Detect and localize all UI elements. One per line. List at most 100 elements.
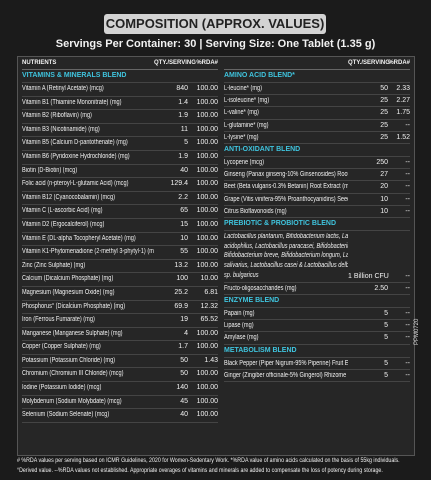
table-row: Iodine (Potassium Iodide) (mcg) 140 100.00 [22,382,218,396]
nutrient: Phosphorus° (Dicalcium Phosphate) (mg) [22,302,126,310]
rda: 1.75 [396,109,410,117]
table-row: Vitamin B12 (Cyanocobalamin) (mcg) 2.2 100… [22,192,218,206]
nutrient: Vitamin K1-Phytomenadione (2-methyl 3-ph… [22,248,154,256]
nutrient-cell: Iron (Ferrous Fumarate) (mg) [22,314,154,327]
quantity: 250 [376,158,388,166]
nutrient-cell: Grape (Vitis vinifera-95% Proanthocyanid… [224,194,348,205]
nutrient-cell: Vitamin B5 (Calcium D-pantothenate) (mg) [22,137,154,150]
nutrient: Amylase (mg) [224,334,259,342]
table-row: Calcium (Dicalcium Phosphate) (mg) 100 10.… [22,273,218,287]
quantity: 65 [180,207,188,215]
rda: -- [405,284,410,292]
nutrient: Molybdenum (Sodium Molybdate) (mcg) [22,397,122,405]
nutrient-cell: Vitamin E (DL-alpha Tocopheryl Acetate) … [22,233,154,246]
nutrient-cell: Fructo-oligosaccharides (mg) [224,283,348,294]
quantity: 45 [180,397,188,405]
nutrient: Vitamin B6 (Pyridoxine Hydrochloride) (m… [22,152,130,160]
rda: 6.81 [204,288,218,296]
nutrient-cell: Vitamin C (L-ascorbic Acid) (mg) [22,205,154,218]
quantity: 10 [380,195,388,203]
nutrient-cell: Papain (mg) [224,308,348,319]
quantity: 140 [176,384,188,392]
quantity: 5 [384,334,388,342]
nutrient: Ginger (Zingiber officinale-5% Gingerol)… [224,371,348,379]
section-title: VITAMINS & MINERALS BLEND [22,70,218,83]
left-column: NUTRIENTS QTY./SERVING %RDA# VITAMINS & MIN… [22,57,218,423]
code: PPM0720 [414,318,420,345]
nutrient-cell: Vitamin B12 (Cyanocobalamin) (mcg) [22,192,154,205]
table-row: Vitamin B3 (Nicotinamide) (mg) 11 100.00 [22,124,218,138]
table-row: Black Pepper (Piper Nigrum-95% Piperine)… [224,358,410,370]
nutrient: Vitamin C (L-ascorbic Acid) (mg) [22,207,103,215]
rda: 100.00 [196,234,218,242]
rda: 100.00 [196,329,218,337]
nutrient: Fructo-oligosaccharides (mg) [224,284,297,292]
nutrient: Folic acid (n-pteroyl-L-glutamic Acid) (… [22,180,129,188]
nutrient-cell: Manganese (Manganese Sulphate) (mg) [22,328,154,341]
nutrient-cell: L-valine* (mg) [224,107,348,118]
table-row: Vitamin D2 (Ergocalciferol) (mcg) 15 100.0… [22,219,218,233]
quantity: 100 [176,275,188,283]
table-row: Lipase (mg) 5 -- [224,320,410,333]
rda: 100.00 [196,343,218,351]
nutrient: Ginseng (Panax ginseng-10% Ginsenosides)… [224,171,348,179]
table-row: Iron (Ferrous Fumarate) (mg) 19 65.52 [22,314,218,328]
nutrient: Iodine (Potassium Iodide) (mcg) [22,384,102,392]
nutrient: Selenium (Sodium Selenate) (mcg) [22,411,110,419]
nutrient-cell: Calcium (Dicalcium Phosphate) (mg) [22,273,154,286]
nutrient: Vitamin B2 (Riboflavin) (mg) [22,112,92,120]
nutrient-cell: Molybdenum (Sodium Molybdate) (mcg) [22,396,154,409]
table-row: Magnesium (Magnesium Oxide) (mg) 25.2 6.81 [22,287,218,301]
footnote: °Derived value. --%RDA values not establ… [17,467,417,474]
rda: 65.52 [200,316,218,324]
nutrient: Vitamin B12 (Cyanocobalamin) (mcg) [22,193,115,201]
quantity: 1.4 [178,98,188,106]
section-title: ENZYME BLEND [224,295,410,309]
nutrient: Black Pepper (Piper Nigrum-95% Piperine)… [224,359,348,367]
rda: 100.00 [196,220,218,228]
nutrient: Vitamin E (DL-alpha Tocopheryl Acetate) … [22,234,136,242]
nutrient: L-isoleucine* (mg) [224,97,270,105]
nutrient: Zinc (Zinc Sulphate) (mg) [22,261,86,269]
rda: 100.00 [196,152,218,160]
table-row: Vitamin C (L-ascorbic Acid) (mg) 65 100.00 [22,205,218,219]
quantity: 55 [180,248,188,256]
header-row: QTY./SERVING %RDA# [224,57,410,70]
nutrient: Iron (Ferrous Fumarate) (mg) [22,316,95,324]
nutrient: Lycopene (mcg) [224,158,264,166]
nutrient-cell: Vitamin D2 (Ergocalciferol) (mcg) [22,219,154,232]
nutrient-cell: Vitamin B1 (Thiamine Mononitrate) (mg) [22,97,154,110]
table-row: Vitamin A (Retinyl Acetate) (mcg) 840 100.… [22,83,218,97]
table-row: Papain (mg) 5 -- [224,308,410,321]
title: COMPOSITION (APPROX. VALUES) [104,14,326,34]
nutrient-cell: Ginseng (Panax ginseng-10% Ginsenosides)… [224,169,348,180]
nutrient-cell: Amylase (mg) [224,332,348,343]
nutrient: Calcium (Dicalcium Phosphate) (mg) [22,275,114,283]
section-title: PREBIOTIC & PROBIOTIC BLEND [224,218,410,231]
table-row: Manganese (Manganese Sulphate) (mg) 4 100.… [22,328,218,342]
column-header: %RDA# [388,60,410,66]
table-row: Citrus Bioflavonoids (mg) 10 -- [224,206,410,218]
nutrient: L-lysine* (mg) [224,133,259,141]
table-row: Folic acid (n-pteroyl-L-glutamic Acid) (… [22,178,218,192]
quantity: 10 [180,234,188,242]
quantity: 50 [180,356,188,364]
table-row: Molybdenum (Sodium Molybdate) (mcg) 45 100… [22,396,218,410]
section-title: ANTI-OXIDANT BLEND [224,144,410,157]
rda: -- [405,371,410,379]
quantity: 1 Billion CFU [348,272,389,280]
quantity: 40 [180,166,188,174]
nutrient-cell: Magnesium (Magnesium Oxide) (mg) [22,287,154,300]
rda: 100.00 [196,112,218,120]
nutrient-cell: Ginger (Zingiber officinale-5% Gingerol)… [224,370,348,381]
table-row: Lactobacillus plantarum, Bifidobacterium… [224,231,410,283]
nutrient-cell: Selenium (Sodium Selenate) (mcg) [22,409,154,422]
rda: 100.00 [196,370,218,378]
section-title: METABOLISM BLEND [224,345,410,358]
table-row: Amylase (mg) 5 -- [224,332,410,345]
column-header [224,57,348,69]
header-row: NUTRIENTS QTY./SERVING %RDA# [22,57,218,70]
rda: -- [405,310,410,318]
nutrient-cell: Folic acid (n-pteroyl-L-glutamic Acid) (… [22,178,154,191]
rda: -- [405,195,410,203]
